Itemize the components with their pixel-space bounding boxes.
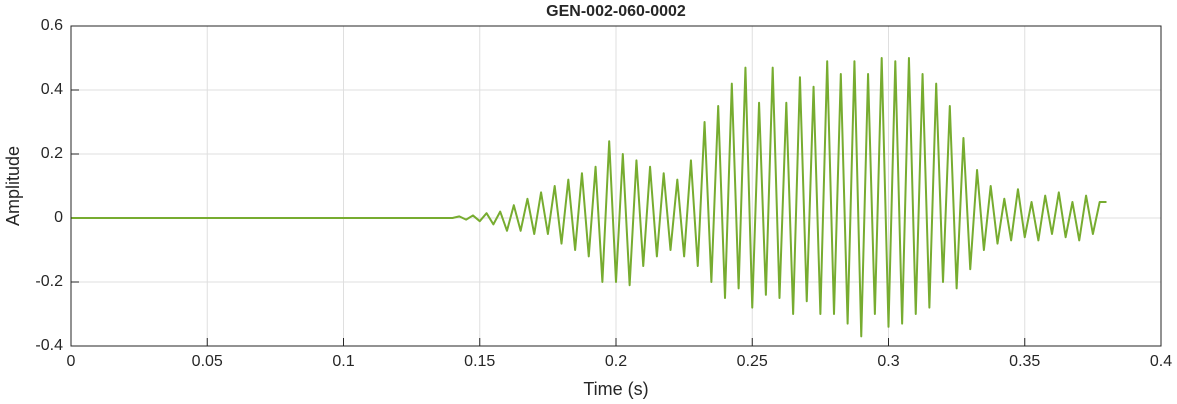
x-tick-label: 0.35 <box>1009 353 1040 370</box>
chart-title: GEN-002-060-0002 <box>546 3 686 20</box>
x-tick-label: 0.2 <box>605 353 627 370</box>
y-tick-label: 0 <box>54 209 63 226</box>
x-tick-label: 0.15 <box>464 353 495 370</box>
y-tick-label: 0.6 <box>41 17 63 34</box>
y-tick-label: -0.2 <box>35 273 63 290</box>
x-tick-label: 0.4 <box>1150 353 1172 370</box>
x-tick-label: 0.05 <box>192 353 223 370</box>
y-axis-label: Amplitude <box>3 146 23 226</box>
x-tick-label: 0.3 <box>877 353 899 370</box>
waveform-line <box>71 57 1107 338</box>
plot-frame <box>70 25 1162 347</box>
y-tick-label: -0.4 <box>35 337 63 354</box>
x-tick-label: 0.1 <box>332 353 354 370</box>
y-tick-label: 0.4 <box>41 81 63 98</box>
x-tick-label: 0.25 <box>737 353 768 370</box>
y-tick-label: 0.2 <box>41 145 63 162</box>
x-axis-label: Time (s) <box>583 379 648 399</box>
x-tick-label: 0 <box>67 353 76 370</box>
